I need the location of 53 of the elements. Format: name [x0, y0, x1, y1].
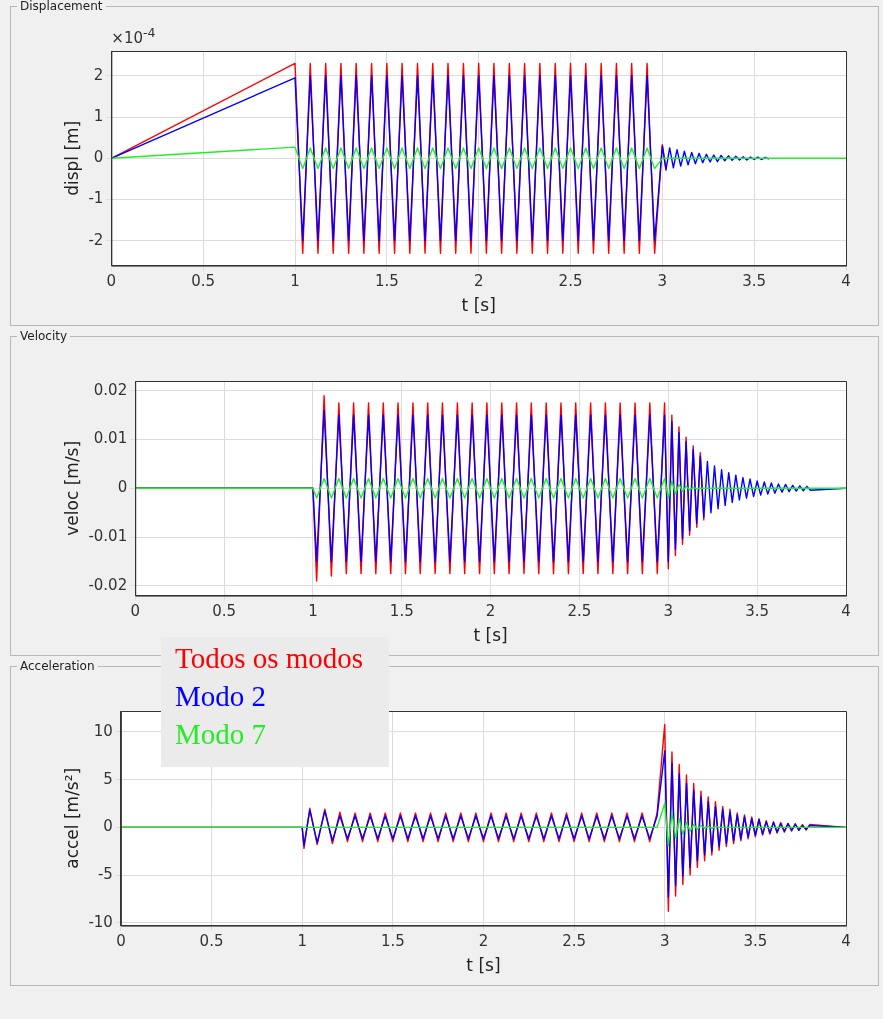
- x-tick-label: 1: [308, 602, 318, 621]
- x-tick-label: 4: [841, 272, 851, 291]
- y-axis-title: veloc [m/s]: [61, 440, 82, 536]
- x-tick-label: 3.5: [745, 602, 770, 621]
- x-tick-label: 2: [473, 272, 484, 291]
- y-tick-label: 2: [93, 65, 104, 84]
- chart-title: Velocity: [17, 329, 71, 343]
- x-axis-title: t [s]: [461, 295, 496, 316]
- y-tick-label: -2: [88, 230, 104, 249]
- y-tick-label: -10: [88, 912, 113, 931]
- y-tick-label: -1: [88, 189, 104, 208]
- text: Modo 7: [175, 717, 268, 752]
- x-tick-label: 1.5: [380, 932, 405, 951]
- x-tick-label: 3: [663, 602, 674, 621]
- x-tick-label: 4: [841, 602, 851, 621]
- y-tick-label: 5: [103, 769, 113, 788]
- x-tick-label: 1: [297, 932, 307, 951]
- x-axis-title: t [s]: [473, 625, 508, 646]
- x-tick-label: 3.5: [743, 932, 768, 951]
- x-axis-title: t [s]: [466, 955, 501, 976]
- y-axis-title: displ [m]: [61, 120, 82, 196]
- text: Modo 2: [175, 679, 268, 714]
- text: Todos os modos: [175, 641, 364, 676]
- y-tick-label: 0: [117, 478, 128, 497]
- x-tick-label: 1.5: [374, 272, 399, 291]
- x-tick-label: 3.5: [742, 272, 767, 291]
- y-tick-label: 10: [93, 721, 113, 740]
- x-tick-label: 2.5: [558, 272, 583, 291]
- x-tick-label: 1.5: [389, 602, 414, 621]
- y-tick-label: -0.01: [88, 526, 128, 545]
- chart-title: Displacement: [17, 0, 106, 13]
- chart-title: Acceleration: [17, 659, 98, 673]
- y-tick-label: 0.02: [93, 380, 128, 399]
- x-tick-label: 2: [485, 602, 496, 621]
- x-tick-label: 2: [478, 932, 489, 951]
- text: ×10$^{-4}$: [111, 25, 156, 47]
- y-tick-label: 0.01: [93, 429, 128, 448]
- y-axis-title: accel [m/s²]: [61, 767, 82, 869]
- y-tick-label: -0.02: [88, 575, 128, 594]
- x-tick-label: 1: [290, 272, 300, 291]
- x-tick-label: 2.5: [567, 602, 592, 621]
- y-tick-label: 1: [93, 106, 104, 125]
- x-tick-label: 2.5: [562, 932, 587, 951]
- y-tick-label: -5: [97, 864, 113, 883]
- x-tick-label: 0: [130, 602, 140, 621]
- x-tick-label: 0.5: [191, 272, 216, 291]
- x-tick-label: 4: [841, 932, 851, 951]
- y-tick-label: 0: [93, 148, 104, 167]
- y-tick-label: 0: [103, 817, 113, 836]
- x-tick-label: 0.5: [199, 932, 224, 951]
- x-tick-label: 3: [657, 272, 668, 291]
- x-tick-label: 0.5: [212, 602, 236, 621]
- x-tick-label: 3: [659, 932, 670, 951]
